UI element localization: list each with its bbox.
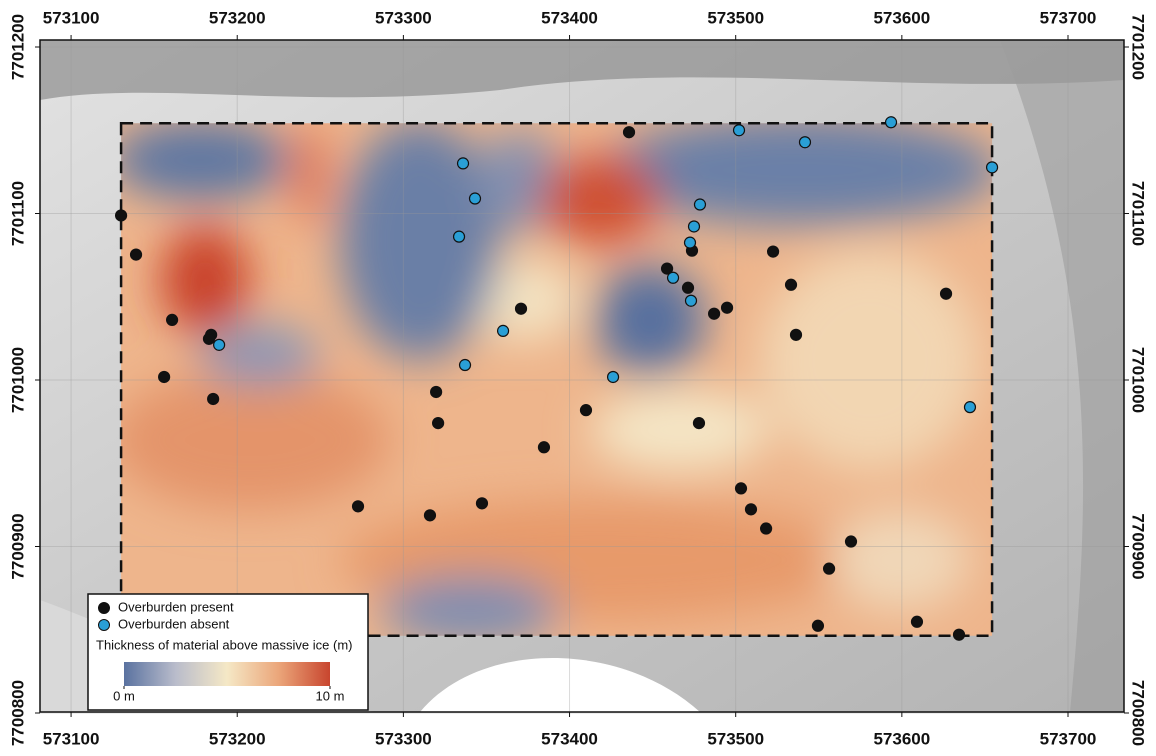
x-tick-label: 573600 — [873, 729, 930, 748]
point — [688, 221, 699, 232]
point — [812, 620, 823, 631]
x-tick-label: 573700 — [1040, 729, 1097, 748]
point — [886, 117, 897, 128]
legend: Overburden present Overburden absent Thi… — [88, 594, 368, 710]
point — [424, 510, 435, 521]
x-tick-label: 573200 — [209, 729, 266, 748]
point — [469, 193, 480, 204]
point — [580, 405, 591, 416]
point — [516, 303, 527, 314]
point — [786, 279, 797, 290]
x-tick-label: 573400 — [541, 729, 598, 748]
point — [911, 616, 922, 627]
point — [458, 158, 469, 169]
x-tick-label: 573400 — [541, 8, 598, 27]
x-tick-label: 573500 — [707, 8, 764, 27]
point — [693, 418, 704, 429]
y-tick-label: 7700900 — [8, 513, 27, 579]
point — [824, 563, 835, 574]
x-tick-label: 573600 — [873, 8, 930, 27]
colorbar-tick-label: 0 m — [113, 688, 135, 703]
legend-marker — [99, 620, 110, 631]
point — [685, 295, 696, 306]
y-tick-label: 7700800 — [1129, 680, 1148, 746]
point — [624, 127, 635, 138]
page: {"chart_data":{"type":"scatter", "xlim":… — [0, 0, 1156, 756]
colorbar — [124, 662, 330, 686]
point — [159, 371, 170, 382]
y-tick-label: 7701000 — [1129, 347, 1148, 413]
legend-label: Overburden absent — [118, 616, 230, 631]
point — [608, 371, 619, 382]
point — [208, 393, 219, 404]
colorbar-tick-label: 10 m — [316, 688, 345, 703]
x-tick-label: 573200 — [209, 8, 266, 27]
point — [538, 442, 549, 453]
point — [431, 386, 442, 397]
point — [167, 314, 178, 325]
legend-label: Overburden present — [118, 599, 234, 614]
colorbar-title: Thickness of material above massive ice … — [96, 637, 352, 652]
y-tick-label: 7701100 — [8, 181, 27, 246]
point — [964, 402, 975, 413]
y-tick-label: 7701200 — [8, 14, 27, 80]
legend-marker — [99, 603, 110, 614]
y-tick-label: 7701200 — [1129, 14, 1148, 80]
point — [116, 210, 127, 221]
point — [745, 504, 756, 515]
point — [683, 282, 694, 293]
point — [433, 418, 444, 429]
x-tick-label: 573700 — [1040, 8, 1097, 27]
y-tick-label: 7700800 — [8, 680, 27, 746]
point — [353, 501, 364, 512]
x-tick-label: 573500 — [707, 729, 764, 748]
point — [791, 329, 802, 340]
point — [722, 302, 733, 313]
point — [694, 199, 705, 210]
x-tick-label: 573300 — [375, 8, 432, 27]
point — [709, 308, 720, 319]
x-tick-label: 573100 — [43, 729, 100, 748]
point — [987, 162, 998, 173]
point — [799, 137, 810, 148]
point — [941, 288, 952, 299]
point — [131, 249, 142, 260]
point — [685, 237, 696, 248]
point — [454, 231, 465, 242]
point — [954, 629, 965, 640]
point — [846, 536, 857, 547]
point — [734, 125, 745, 136]
x-tick-label: 573100 — [43, 8, 100, 27]
y-tick-label: 7700900 — [1129, 513, 1148, 579]
y-tick-label: 7701100 — [1129, 181, 1148, 246]
point — [460, 360, 471, 371]
map: 573100 573100 573200 573200 573300 573300 5734… — [0, 0, 1156, 756]
point — [761, 523, 772, 534]
point — [203, 333, 214, 344]
point — [498, 325, 509, 336]
x-tick-label: 573300 — [375, 729, 432, 748]
point — [768, 246, 779, 257]
point — [668, 272, 679, 283]
point — [214, 339, 225, 350]
point — [476, 498, 487, 509]
y-tick-label: 7701000 — [8, 347, 27, 413]
point — [736, 483, 747, 494]
